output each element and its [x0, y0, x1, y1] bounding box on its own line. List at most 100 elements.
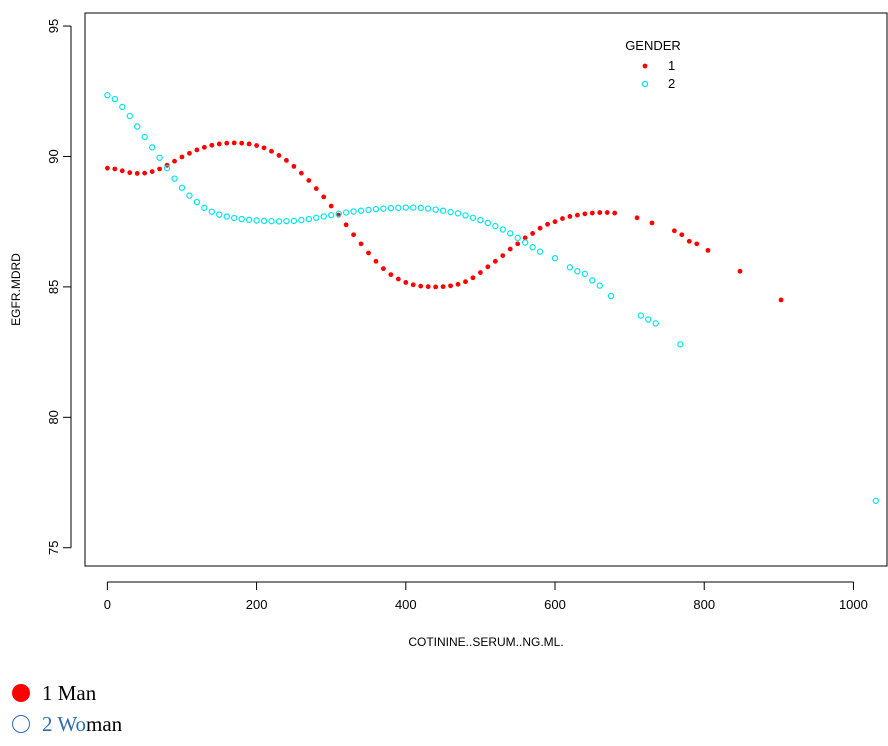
y-tick-label: 90 [46, 149, 61, 163]
data-points [104, 91, 880, 504]
data-point-series-1 [582, 211, 588, 217]
data-point-series-1 [440, 284, 446, 290]
data-point-series-1 [686, 238, 692, 244]
data-point-series-1 [705, 247, 711, 253]
data-point-series-1 [231, 140, 237, 146]
data-point-series-2 [507, 230, 514, 237]
data-point-series-2 [342, 209, 350, 216]
data-point-series-2 [432, 206, 439, 213]
data-point-series-2 [469, 214, 477, 221]
data-point-series-2 [417, 204, 424, 212]
y-tick-label: 80 [46, 410, 61, 424]
axes: 0 200 400 600 800 1000 75 80 85 90 95 COTININE..SER… [9, 12, 888, 649]
data-point-series-1 [612, 210, 618, 216]
data-point-series-2 [193, 198, 201, 206]
data-point-series-2 [589, 277, 596, 284]
data-point-series-2 [872, 497, 880, 504]
data-point-series-1 [425, 284, 431, 290]
data-point-series-2 [454, 210, 462, 217]
data-point-series-2 [357, 207, 365, 214]
data-point-series-1 [679, 232, 685, 238]
data-point-series-1 [119, 168, 125, 174]
data-point-series-2 [186, 192, 193, 199]
data-point-series-2 [402, 204, 409, 211]
data-point-series-2 [387, 204, 395, 212]
y-tick-label: 95 [46, 19, 61, 33]
data-point-series-2 [171, 175, 178, 182]
plot-frame [84, 12, 888, 567]
data-point-series-2 [298, 216, 305, 224]
data-point-series-1 [134, 171, 140, 176]
data-point-series-2 [148, 144, 156, 151]
data-point-series-2 [104, 91, 111, 99]
data-point-series-1 [224, 140, 230, 146]
data-point-series-1 [254, 143, 259, 148]
data-point-series-1 [455, 281, 461, 287]
legend-marker-1 [642, 63, 648, 69]
data-point-series-2 [305, 215, 313, 223]
data-point-series-2 [365, 206, 372, 214]
data-point-series-2 [372, 205, 380, 213]
data-point-series-2 [350, 208, 357, 215]
x-tick-label: 0 [104, 597, 111, 612]
data-point-series-1 [604, 210, 610, 215]
data-point-series-2 [260, 217, 268, 225]
legend: GENDER 1 2 [625, 38, 681, 91]
data-point-series-2 [514, 234, 521, 242]
data-point-series-1 [694, 241, 700, 247]
data-point-series-1 [239, 140, 245, 146]
caption-item-man: 1 Man [12, 680, 96, 706]
data-point-series-1 [778, 297, 784, 303]
data-point-series-2 [677, 341, 684, 348]
data-point-series-1 [530, 231, 536, 236]
data-point-series-2 [410, 204, 417, 211]
data-point-series-2 [275, 218, 283, 225]
data-point-series-1 [671, 228, 677, 234]
x-tick-label: 1000 [839, 597, 868, 612]
data-point-series-1 [507, 246, 513, 252]
data-point-series-2 [581, 270, 589, 278]
data-point-series-1 [172, 158, 177, 164]
data-point-series-1 [560, 216, 565, 221]
data-point-series-1 [567, 214, 573, 219]
data-point-series-1 [313, 186, 319, 191]
data-point-series-1 [291, 163, 297, 169]
data-point-series-1 [589, 210, 595, 216]
data-point-series-1 [149, 169, 155, 174]
data-point-series-2 [645, 316, 652, 323]
data-point-series-1 [403, 280, 409, 285]
data-point-series-1 [179, 154, 185, 160]
data-point-series-2 [119, 103, 126, 111]
caption-woman-label-tail: man [86, 712, 123, 736]
data-point-series-2 [652, 320, 659, 327]
data-point-series-1 [298, 170, 304, 176]
data-point-series-2 [447, 208, 454, 216]
data-point-series-2 [313, 214, 320, 221]
data-point-series-1 [737, 268, 743, 274]
data-point-series-2 [596, 282, 603, 289]
data-point-series-1 [216, 141, 222, 147]
data-point-series-2 [484, 219, 492, 227]
legend-label-1: 1 [668, 58, 675, 73]
legend-marker-2 [641, 80, 649, 88]
data-point-series-2 [163, 165, 171, 172]
data-point-series-1 [284, 157, 289, 163]
data-point-series-1 [552, 219, 558, 225]
data-point-series-2 [439, 207, 447, 214]
data-point-series-1 [418, 283, 424, 289]
data-point-series-1 [410, 282, 416, 288]
data-point-series-2 [424, 205, 432, 212]
data-point-series-1 [522, 235, 528, 241]
y-axis-title: EGFR.MDRD [9, 253, 23, 326]
data-point-series-2 [477, 216, 484, 224]
data-point-series-2 [521, 239, 529, 246]
data-point-series-1 [463, 279, 468, 285]
data-point-series-1 [500, 253, 506, 258]
data-point-series-2 [395, 204, 402, 212]
data-point-series-2 [231, 214, 238, 222]
x-tick-label: 200 [246, 597, 268, 612]
data-point-series-1 [649, 220, 655, 226]
data-point-series-1 [358, 241, 364, 247]
data-point-series-1 [492, 258, 498, 264]
data-point-series-1 [112, 166, 118, 172]
